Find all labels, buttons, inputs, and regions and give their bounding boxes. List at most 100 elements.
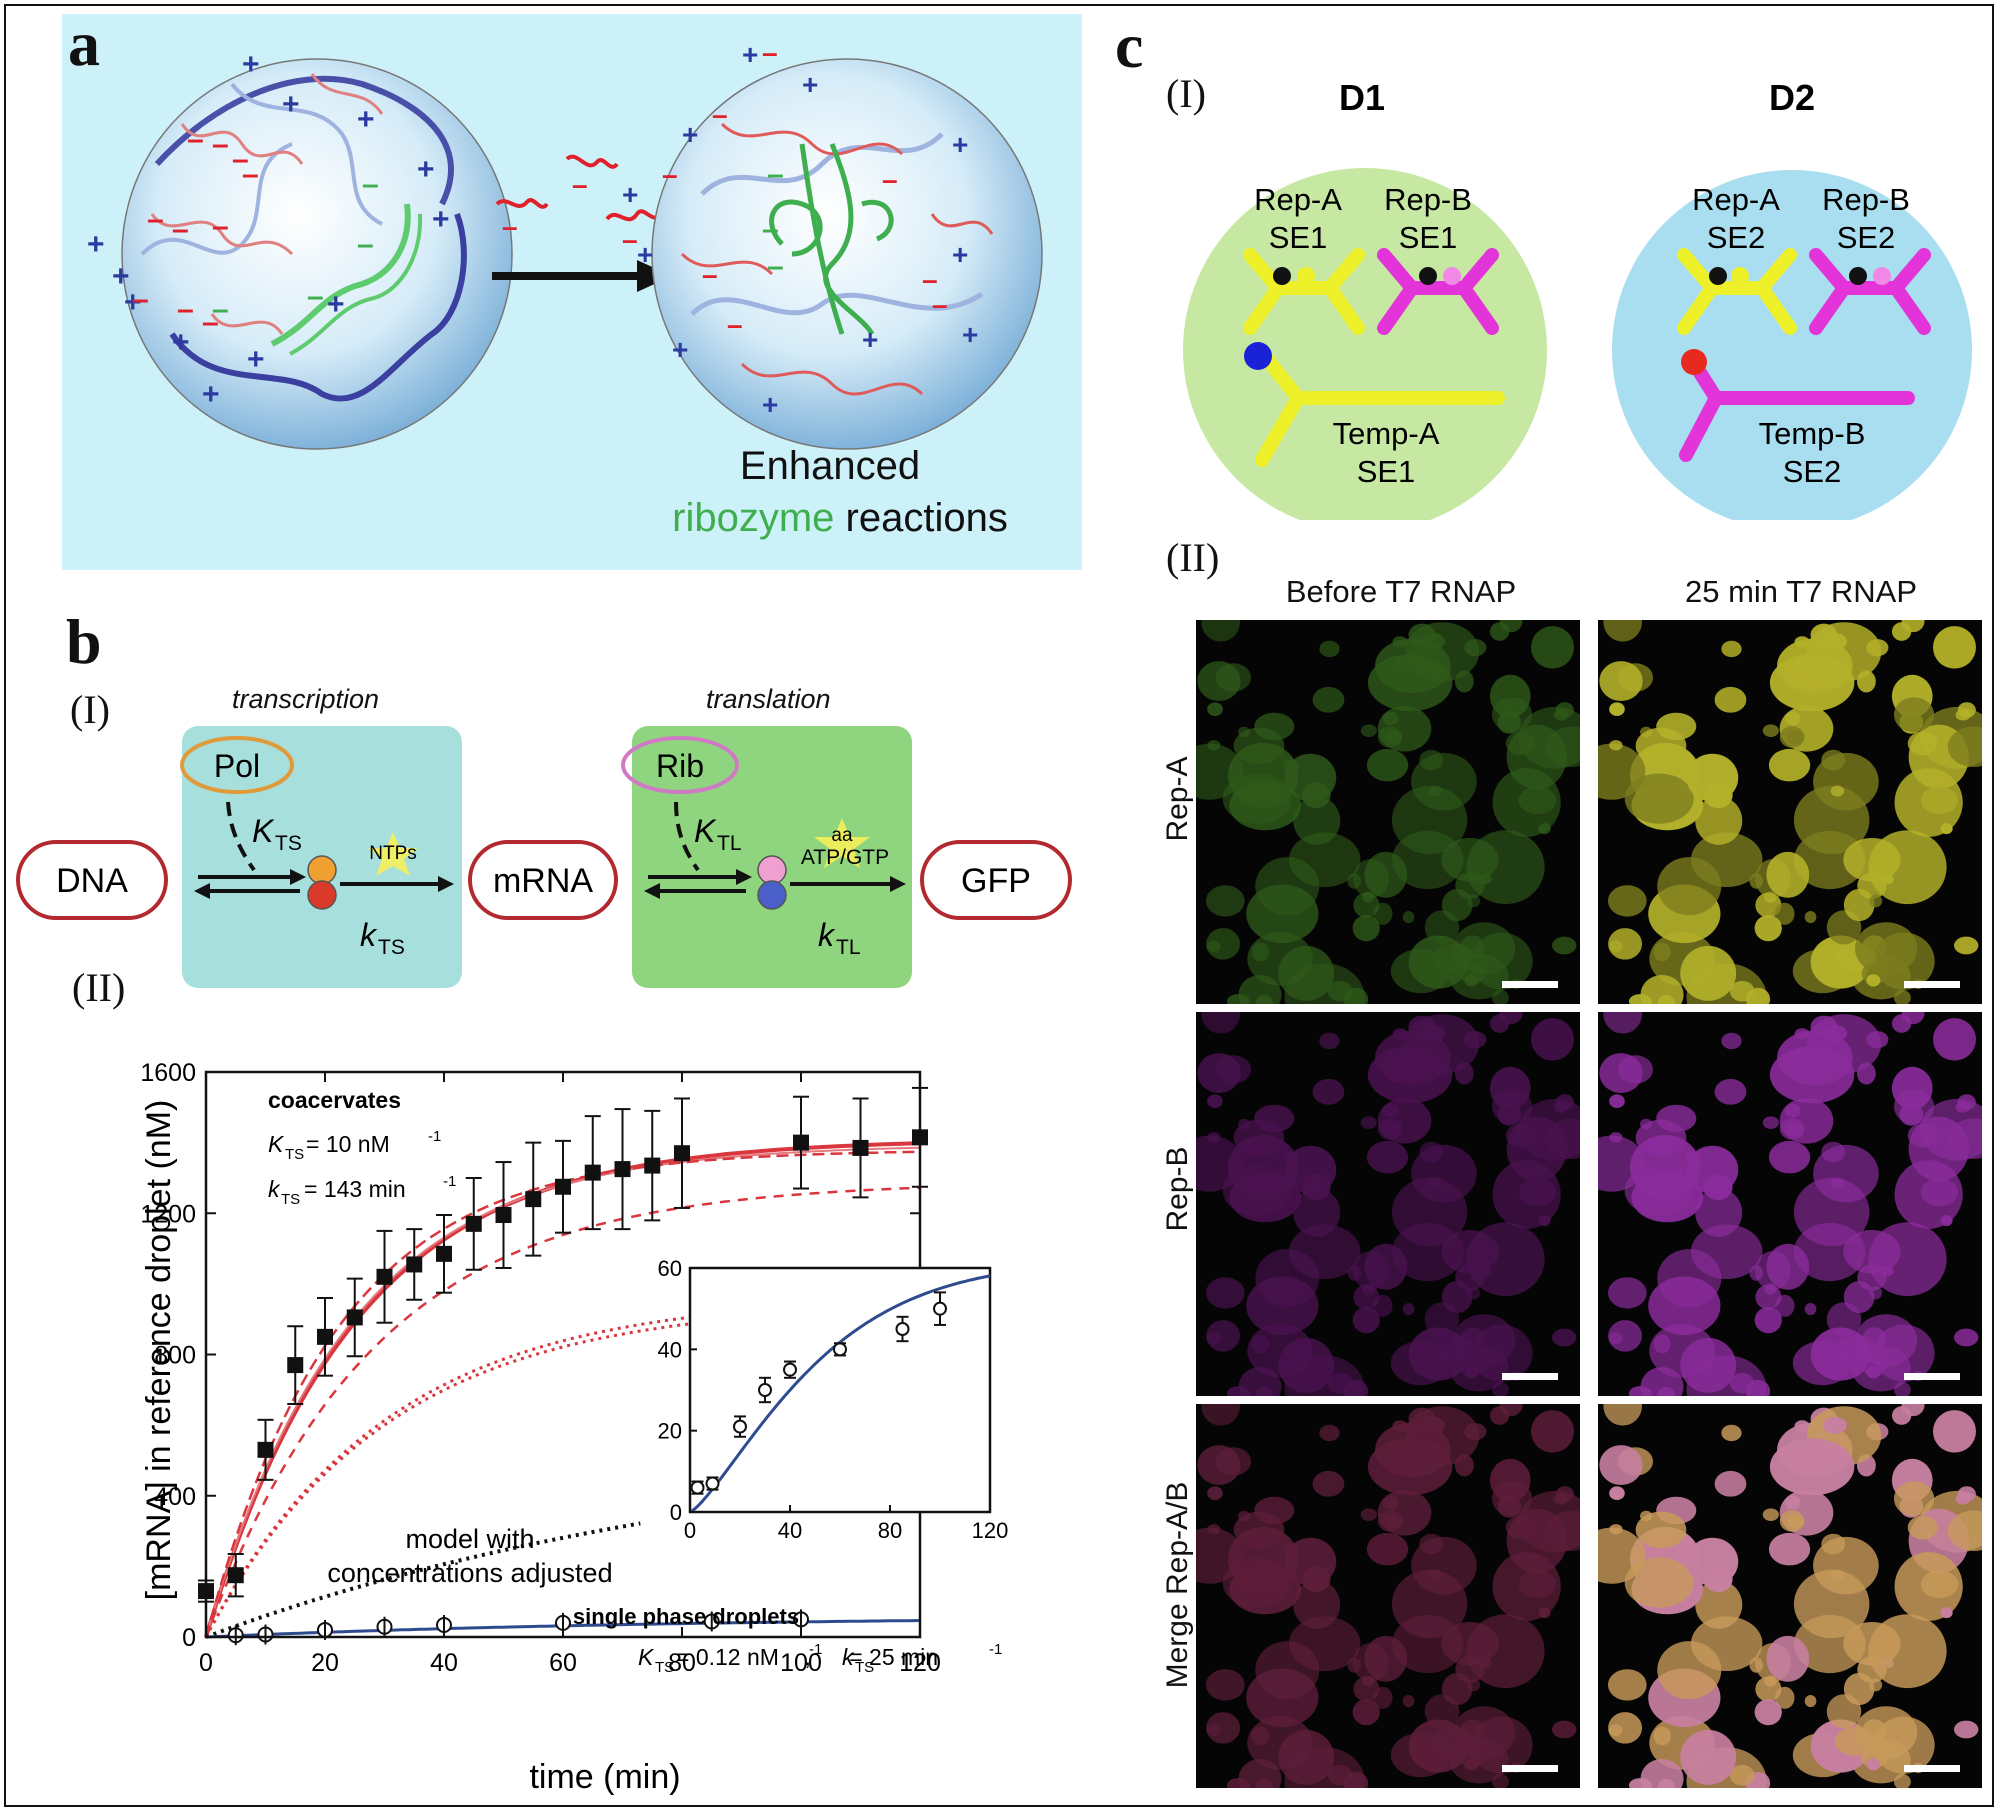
minus-signs-right: – – – – – – – –: [662, 37, 948, 340]
svg-text:+: +: [172, 326, 190, 359]
svg-text:–: –: [212, 293, 229, 326]
svg-text:+: +: [432, 203, 450, 236]
K-TS-sub: TS: [275, 832, 302, 855]
svg-text:+: +: [862, 324, 878, 355]
coacervates-label: coacervates: [268, 1087, 401, 1113]
K-TS-symbol: K: [252, 813, 275, 849]
d1-rep-b-label: Rep-B: [1384, 182, 1472, 217]
coac-k-sym: k: [268, 1176, 281, 1202]
sp-K-sym: K: [638, 1644, 655, 1670]
rib-complex-top: [757, 855, 787, 885]
scale-bar: [1502, 981, 1558, 988]
d2-quencher-a: [1709, 267, 1727, 285]
svg-text:+: +: [357, 103, 375, 136]
fit-curve-dashed: [204, 1186, 921, 1638]
panel-a-letter: a: [68, 8, 100, 79]
svg-text:+: +: [242, 48, 260, 81]
svg-text:–: –: [212, 128, 229, 161]
y-tick-label: 800: [154, 1342, 196, 1370]
d2-rep-a-se: SE2: [1707, 220, 1766, 255]
data-point-coacervate: [674, 1097, 690, 1209]
gfp-label: GFP: [961, 862, 1031, 900]
K-TL-symbol: K: [694, 813, 717, 849]
free-rna-minus: – – –: [502, 169, 638, 255]
inset-y-tick-label: 60: [658, 1256, 682, 1281]
free-rna-strands: [495, 154, 664, 222]
k-TL-symbol: k: [818, 917, 836, 953]
svg-text:–: –: [307, 280, 324, 313]
panel-b-part2: (II): [72, 965, 126, 1010]
droplet-diagram-d2: D2 Rep-A SE2 Rep-B SE2 Temp-B SE2: [1612, 77, 1972, 520]
svg-text:–: –: [572, 169, 588, 200]
svg-text:–: –: [922, 264, 938, 295]
caption-ribozyme: ribozyme: [672, 496, 835, 540]
d2-temp-label: Temp-B: [1759, 416, 1866, 451]
d1-temp-se: SE1: [1357, 454, 1416, 489]
coac-K-exp: -1: [428, 1128, 441, 1145]
svg-text:+: +: [762, 389, 778, 420]
x-tick-label: 0: [199, 1649, 213, 1677]
svg-text:–: –: [232, 143, 249, 176]
x-tick-label: 20: [311, 1649, 339, 1677]
gfp-node: [920, 840, 1072, 920]
droplet-field: [1196, 1404, 1580, 1788]
inset-x-tick-label: 80: [878, 1518, 902, 1543]
translation-label: translation: [706, 684, 831, 714]
data-point-coacervate: [287, 1325, 304, 1405]
panel-c-letter: c: [1115, 10, 1144, 81]
scale-bar: [1904, 1765, 1960, 1772]
sp-K-exp: -1: [809, 1641, 822, 1658]
d1-fluor-b: [1443, 267, 1461, 285]
d2-fluor-b: [1873, 267, 1891, 285]
data-point-coacervate: [346, 1277, 363, 1358]
data-point-coacervate: [495, 1161, 512, 1269]
svg-text:–: –: [212, 210, 229, 243]
single-phase-label: single phase droplets: [573, 1604, 799, 1629]
data-point-coacervate: [525, 1141, 542, 1257]
d2-rep-b-se: SE2: [1837, 220, 1896, 255]
data-point-single-phase: [793, 1609, 809, 1630]
d2-temp-fluor: [1681, 349, 1707, 375]
svg-text:–: –: [762, 213, 779, 246]
inset-data-point: [690, 1480, 705, 1495]
d2-rep-b-label: Rep-B: [1822, 182, 1910, 217]
K-TL-sub: TL: [717, 832, 742, 855]
data-point-coacervate: [257, 1418, 274, 1481]
d2-temp-se: SE2: [1783, 454, 1842, 489]
svg-text:–: –: [357, 228, 374, 261]
k-TS-symbol: k: [360, 917, 378, 953]
d1-rep-a-motif: [1243, 248, 1365, 335]
scale-bar: [1502, 1373, 1558, 1380]
rib-label: Rib: [656, 748, 704, 784]
d2-title: D2: [1769, 77, 1815, 118]
svg-text:+: +: [87, 228, 105, 261]
model-label-1: model with: [405, 1524, 534, 1554]
micrograph-rep-b-after: [1598, 1012, 1982, 1396]
svg-text:–: –: [702, 259, 718, 290]
pol-enzyme: [180, 736, 294, 794]
sp-k-sub: TS: [855, 1659, 874, 1676]
inset-y-tick-label: 0: [670, 1500, 682, 1525]
plot-ylabel: [mRNA] in reference droplet (nM): [140, 1100, 178, 1601]
svg-text:+: +: [282, 88, 300, 121]
svg-text:+: +: [112, 260, 130, 293]
svg-text:–: –: [727, 309, 743, 340]
svg-text:–: –: [767, 158, 784, 191]
y-tick-label: 1600: [140, 1059, 196, 1087]
plus-signs-left: + + + + + + + + + + + +: [87, 48, 450, 411]
data-point-coacervate: [614, 1108, 631, 1231]
d1-rep-b-motif: [1377, 248, 1499, 335]
coac-K-sub: TS: [285, 1146, 304, 1163]
d1-temp-fluor: [1244, 342, 1272, 370]
svg-text:+: +: [124, 286, 142, 319]
caption-reactions: reactions: [834, 496, 1008, 540]
figure-frame: [4, 4, 1994, 1807]
d2-rep-a-label: Rep-A: [1692, 182, 1780, 217]
svg-text:+: +: [202, 378, 220, 411]
panel-b-part1: (I): [70, 687, 110, 732]
inset-y-tick-label: 40: [658, 1337, 682, 1362]
atp-gtp-label: ATP/GTP: [801, 846, 889, 869]
row-rep-a-label: Rep-A: [1161, 756, 1194, 842]
svg-text:+: +: [952, 239, 968, 270]
svg-text:+: +: [682, 119, 698, 150]
